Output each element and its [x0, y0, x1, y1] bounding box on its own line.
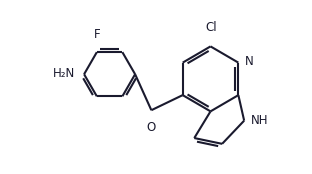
Text: F: F: [94, 28, 100, 41]
Text: NH: NH: [251, 114, 268, 127]
Text: Cl: Cl: [206, 21, 217, 34]
Text: O: O: [147, 121, 156, 134]
Text: H₂N: H₂N: [53, 67, 75, 80]
Text: N: N: [245, 55, 254, 68]
